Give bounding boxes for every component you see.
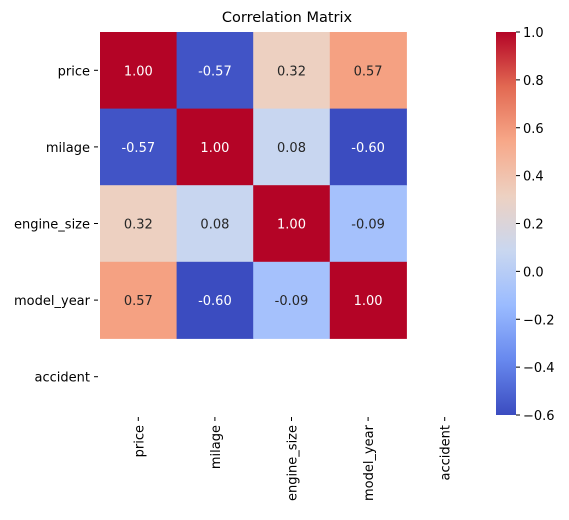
cell-value-label: 1.00 <box>277 218 306 233</box>
chart-title: Correlation Matrix <box>222 10 353 26</box>
colorbar-ticks: −0.6 −0.4 −0.2 0.0 0.2 0.4 0.6 0.8 1.0 <box>516 26 555 424</box>
cell-value-label: 0.08 <box>200 218 229 233</box>
heatmap-cells <box>100 32 407 339</box>
heatmap-cell <box>329 108 407 186</box>
heatmap-cell <box>253 261 331 339</box>
cell-value-label: -0.09 <box>275 294 309 309</box>
row-tick-label: engine_size <box>14 218 90 233</box>
cell-value-label: 0.32 <box>124 218 153 233</box>
cell-value-label: -0.60 <box>351 141 385 156</box>
cell-value-label: 1.00 <box>200 141 229 156</box>
column-tick-labels: price milage engine_size model_year accident <box>132 417 454 501</box>
colorbar-tick-label: 0.2 <box>523 218 544 233</box>
row-tick-labels: price milage engine_size model_year accident <box>14 64 98 386</box>
column-tick-label: price <box>132 425 147 457</box>
colorbar-tick-label: −0.2 <box>523 313 555 328</box>
heatmap-cell <box>253 108 331 186</box>
colorbar-tick-label: 0.6 <box>523 122 544 137</box>
cell-value-label: 0.32 <box>277 64 306 79</box>
heatmap-cell <box>176 261 254 339</box>
heatmap-cell <box>100 108 178 186</box>
heatmap-cell <box>100 185 178 263</box>
cell-value-label: -0.57 <box>198 64 232 79</box>
column-tick-label: engine_size <box>286 425 301 501</box>
heatmap-cell-labels: 1.00 -0.57 0.32 0.57 -0.57 1.00 0.08 -0.60 0.32 0… <box>121 64 384 309</box>
cell-value-label: -0.09 <box>351 218 385 233</box>
heatmap-cell <box>329 32 407 110</box>
heatmap-cell <box>329 261 407 339</box>
heatmap-cell <box>100 32 178 110</box>
row-tick-label: model_year <box>14 294 91 309</box>
column-tick-label: accident <box>439 425 454 480</box>
heatmap-cell <box>253 185 331 263</box>
cell-value-label: 0.57 <box>354 64 383 79</box>
heatmap-cell <box>253 32 331 110</box>
heatmap-cell <box>176 185 254 263</box>
cell-value-label: 1.00 <box>124 64 153 79</box>
colorbar-tick-label: −0.4 <box>523 361 555 376</box>
heatmap-cell <box>176 32 254 110</box>
row-tick-label: accident <box>35 371 90 386</box>
heatmap-cell <box>329 185 407 263</box>
heatmap-cell <box>100 261 178 339</box>
colorbar-tick-label: −0.6 <box>523 409 555 424</box>
colorbar-tick-label: 0.0 <box>523 265 544 280</box>
column-tick-label: model_year <box>362 424 377 501</box>
colorbar-tick-label: 0.8 <box>523 74 544 89</box>
colorbar <box>496 32 516 415</box>
colorbar-tick-label: 0.4 <box>523 170 544 185</box>
cell-value-label: 0.08 <box>277 141 306 156</box>
row-tick-label: price <box>58 64 90 79</box>
row-tick-label: milage <box>46 141 90 156</box>
cell-value-label: 0.57 <box>124 294 153 309</box>
heatmap-cell <box>176 108 254 186</box>
cell-value-label: 1.00 <box>354 294 383 309</box>
cell-value-label: -0.57 <box>121 141 155 156</box>
cell-value-label: -0.60 <box>198 294 232 309</box>
column-tick-label: milage <box>209 425 224 469</box>
colorbar-tick-label: 1.0 <box>523 26 544 41</box>
